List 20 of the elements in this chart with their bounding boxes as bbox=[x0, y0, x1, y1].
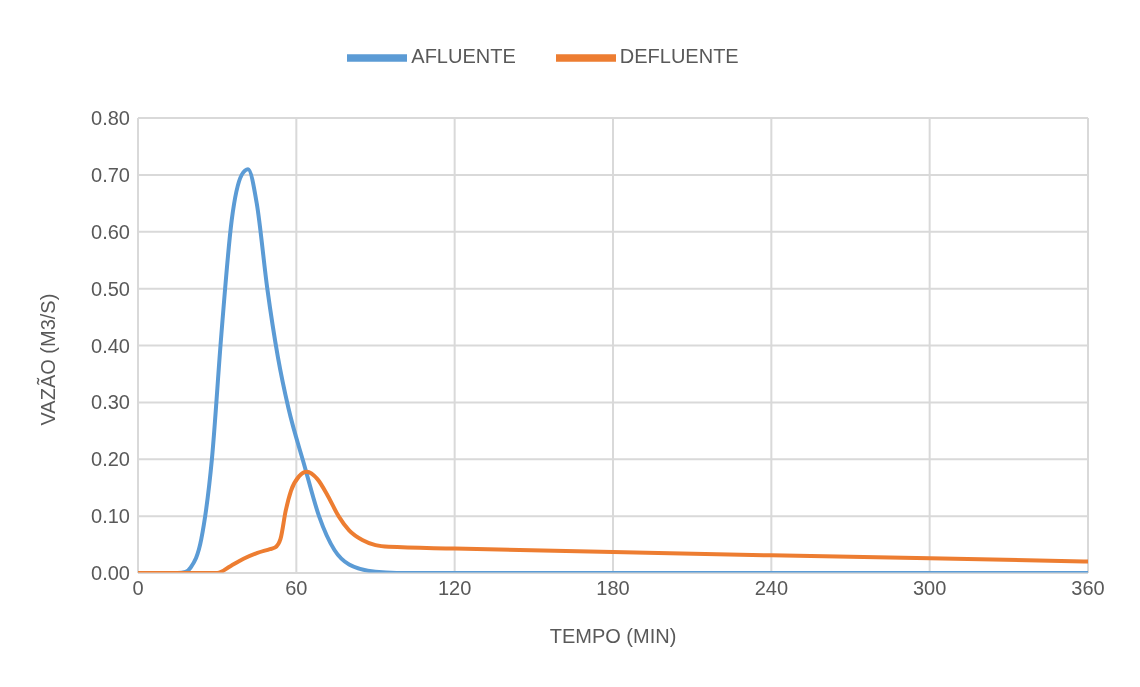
x-tick-label: 120 bbox=[437, 577, 472, 600]
y-tick-label: 0.10 bbox=[91, 505, 130, 528]
legend-label: AFLUENTE bbox=[411, 45, 516, 68]
y-tick-label: 0.60 bbox=[91, 220, 130, 243]
y-tick-label: 0.40 bbox=[91, 334, 130, 357]
x-tick-label: 0 bbox=[132, 577, 144, 600]
x-axis-title: TEMPO (MIN) bbox=[549, 625, 677, 647]
y-tick-label: 0.30 bbox=[91, 391, 130, 414]
x-tick-label: 240 bbox=[754, 577, 789, 600]
y-tick-label: 0.70 bbox=[91, 163, 130, 186]
y-tick-label: 0.20 bbox=[91, 448, 130, 471]
y-tick-label: 0.80 bbox=[91, 107, 130, 130]
y-axis-title: VAZÃO (M3/S) bbox=[36, 293, 60, 426]
legend-label: DEFLUENTE bbox=[619, 45, 739, 68]
x-tick-label: 360 bbox=[1071, 577, 1105, 600]
x-tick-label: 300 bbox=[912, 577, 947, 600]
x-tick-label: 60 bbox=[285, 577, 308, 600]
y-tick-label: 0.50 bbox=[91, 277, 130, 300]
y-tick-label: 0.00 bbox=[91, 562, 130, 585]
x-tick-label: 180 bbox=[596, 577, 630, 600]
